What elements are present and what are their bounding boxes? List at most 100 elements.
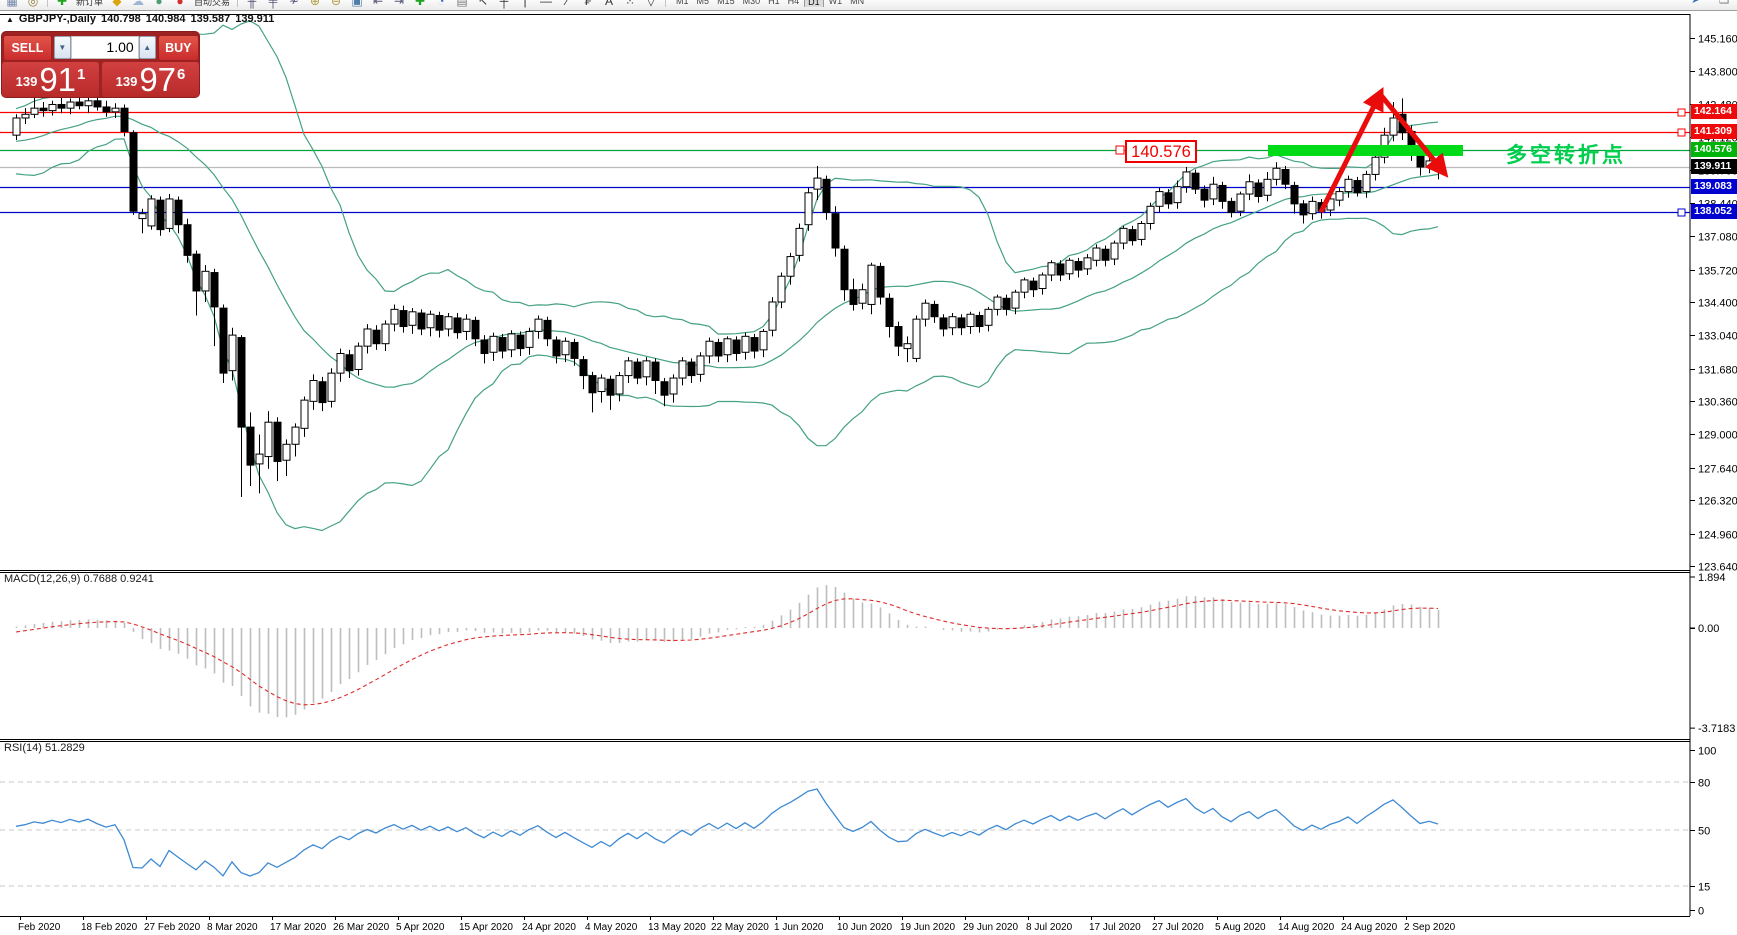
candle-body: [129, 132, 138, 212]
horizontal-level-lines[interactable]: [0, 108, 1690, 217]
candle-chart-icon[interactable]: ╪: [268, 0, 278, 8]
timeframe-button-m1[interactable]: M1: [676, 0, 689, 6]
timeframe-button-d1[interactable]: D1: [804, 0, 824, 7]
sell-quote-button[interactable]: 139 91 1: [2, 62, 99, 97]
candle-body: [219, 307, 228, 374]
date-tick-label: 19 Jun 2020: [900, 922, 955, 933]
timeframe-button-h4[interactable]: H4: [787, 0, 800, 6]
autotrade-badge-icon[interactable]: ●: [176, 0, 184, 8]
add-indicator-icon[interactable]: ✚: [415, 0, 426, 8]
rsi-axis-label: 0: [1698, 906, 1704, 918]
timeframe-button-h1[interactable]: H1: [768, 0, 780, 6]
new-chart-icon[interactable]: ▦: [6, 0, 18, 8]
candle-body: [228, 334, 237, 372]
candle-body: [399, 310, 408, 328]
chat-icon[interactable]: ❑: [1717, 0, 1731, 5]
level-line-handle[interactable]: [1677, 108, 1686, 117]
macd-axis-label: 0.00: [1698, 623, 1719, 635]
macd-pane-label: MACD(12,26,9) 0.7688 0.9241: [4, 573, 154, 585]
new-order-label[interactable]: 新订单: [76, 0, 104, 7]
fibo-icon[interactable]: ₣: [584, 0, 592, 8]
candle-body: [237, 337, 246, 428]
chart-shift-icon[interactable]: ⇥: [394, 0, 405, 8]
candle-body: [876, 265, 885, 298]
zoom-out-icon[interactable]: ⊖: [331, 0, 342, 8]
timeframe-button-w1[interactable]: W1: [828, 0, 843, 6]
candle-body: [1110, 242, 1119, 260]
candle-body: [1299, 203, 1308, 216]
candle-body: [1272, 167, 1281, 180]
zoom-in-icon[interactable]: ⊕: [310, 0, 321, 8]
buy-quote-button[interactable]: 139 97 6: [102, 62, 199, 97]
chart-search-icon[interactable]: ◎: [27, 0, 39, 8]
autotrading-label[interactable]: 自动交易: [194, 0, 231, 7]
price-callout-label[interactable]: 140.576: [1125, 140, 1197, 163]
candle-body: [759, 330, 768, 351]
template-icon[interactable]: ▤: [456, 0, 468, 8]
candle-body: [1065, 259, 1074, 275]
data-window-icon[interactable]: ➤: [1689, 0, 1703, 5]
arrows-icon[interactable]: ⁙: [625, 0, 636, 8]
pivot-annotation-text[interactable]: 多空转折点: [1506, 144, 1626, 167]
candle-body: [741, 335, 750, 353]
period-icon[interactable]: ◔: [437, 0, 445, 8]
candle-body: [201, 270, 210, 292]
trendline-icon[interactable]: ∕: [566, 0, 569, 8]
crosshair-icon[interactable]: ┼: [499, 0, 509, 8]
candle-body: [300, 399, 309, 429]
volume-decrease-button[interactable]: ▼: [53, 36, 71, 59]
line-chart-icon[interactable]: ≁: [289, 0, 300, 8]
timeframe-button-m5[interactable]: M5: [696, 0, 710, 6]
pivot-zone-bar[interactable]: [1268, 144, 1463, 156]
candle-body: [903, 343, 912, 350]
candle-body: [966, 313, 975, 328]
drawn-objects[interactable]: [1115, 87, 1463, 214]
sell-button[interactable]: SELL: [3, 35, 52, 61]
timeframe-button-mn[interactable]: MN: [850, 0, 865, 6]
axis-price-label-bid: 139.911: [1691, 159, 1737, 174]
candle-body: [651, 361, 660, 381]
cursor-icon[interactable]: ↖: [478, 0, 489, 8]
indicators-icon[interactable]: ◆: [112, 0, 122, 8]
cloud-icon[interactable]: ☁: [132, 0, 145, 8]
market-icon[interactable]: ●: [155, 0, 163, 8]
date-tick-label: 5 Apr 2020: [396, 922, 445, 933]
volume-increase-button[interactable]: ▲: [138, 36, 156, 59]
date-tick-label: 18 Feb 2020: [81, 922, 138, 933]
level-line-handle[interactable]: [1677, 208, 1686, 217]
shapes-icon[interactable]: ▽: [646, 0, 656, 8]
axes: 145.160143.800142.480141.120139.760138.4…: [0, 14, 1737, 933]
timeframe-button-m30[interactable]: M30: [742, 0, 761, 6]
candle-body: [507, 333, 516, 351]
volume-input[interactable]: 1.00: [70, 36, 139, 59]
trend-arrow-up[interactable]: [1318, 87, 1384, 214]
candle-body: [390, 308, 399, 325]
text-icon[interactable]: A: [605, 0, 614, 8]
bar-chart-icon[interactable]: ╫: [247, 0, 257, 8]
candle-body: [273, 421, 282, 462]
trend-arrow-down[interactable]: [1378, 92, 1449, 178]
candle-body: [498, 337, 507, 352]
candle-body: [1119, 227, 1128, 244]
auto-scroll-icon[interactable]: ⇤: [373, 0, 384, 8]
buy-button[interactable]: BUY: [157, 35, 199, 61]
timeframe-button-m15[interactable]: M15: [717, 0, 735, 6]
candle-body: [1047, 262, 1056, 276]
callout-handle[interactable]: [1115, 145, 1125, 155]
date-tick-label: 8 Jul 2020: [1026, 922, 1073, 933]
new-order-icon[interactable]: ✚: [56, 0, 68, 8]
vline-icon[interactable]: |: [523, 0, 527, 8]
price-tick-label: 145.160: [1698, 34, 1737, 46]
price-tick-label: 131.680: [1698, 365, 1737, 377]
tile-windows-icon[interactable]: ▣: [351, 0, 363, 8]
candle-body: [831, 213, 840, 249]
date-tick-label: 8 Mar 2020: [207, 922, 258, 933]
axis-price-label-support: 138.052: [1691, 204, 1737, 219]
rsi-pane-label: RSI(14) 51.2829: [4, 742, 85, 754]
level-line-handle[interactable]: [1677, 128, 1686, 137]
expander-icon[interactable]: ▲: [6, 14, 14, 24]
candle-body: [327, 372, 336, 402]
hline-icon[interactable]: —: [540, 0, 553, 8]
ohlc-close: 139.911: [235, 13, 275, 25]
